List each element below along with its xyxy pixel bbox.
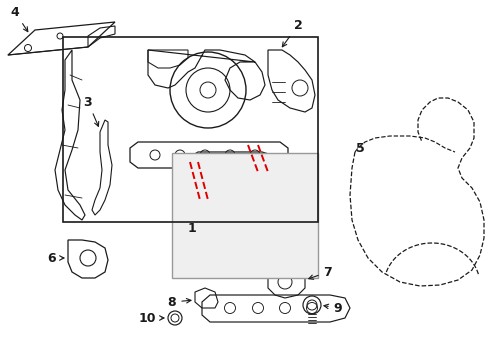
Bar: [172, 153, 317, 278]
Bar: [63, 37, 317, 222]
Text: 5: 5: [355, 141, 364, 154]
Text: 10: 10: [138, 311, 163, 324]
Text: 6: 6: [48, 252, 64, 265]
Text: 8: 8: [167, 296, 191, 309]
Text: 7: 7: [308, 266, 332, 279]
Text: 9: 9: [324, 302, 342, 315]
Text: 4: 4: [11, 5, 28, 32]
Text: 2: 2: [282, 18, 302, 47]
Text: 1: 1: [187, 221, 196, 234]
Text: 3: 3: [83, 95, 99, 126]
